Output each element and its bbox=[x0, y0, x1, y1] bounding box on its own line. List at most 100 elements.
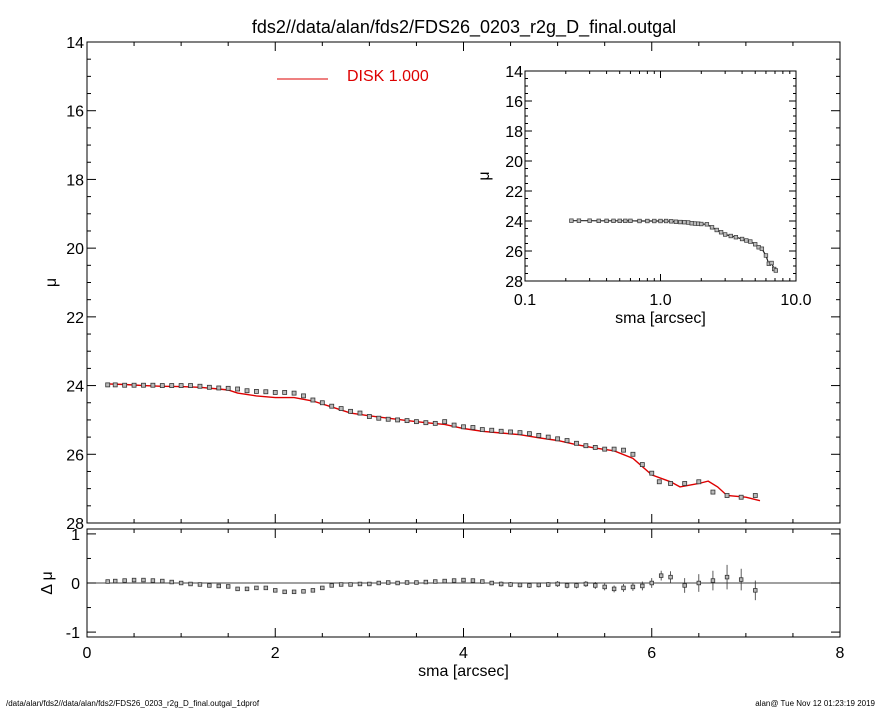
main-data-point bbox=[301, 393, 306, 399]
x-tick-label: 4 bbox=[459, 645, 468, 662]
main-data-point bbox=[105, 382, 111, 388]
main-data-point bbox=[131, 382, 137, 388]
residual-y-axis-label: Δ μ bbox=[39, 571, 56, 594]
residual-point bbox=[310, 588, 316, 593]
inset-data-point bbox=[617, 218, 622, 224]
inset-data-point bbox=[587, 218, 592, 223]
inset-data-point bbox=[704, 222, 710, 227]
inset-data-point bbox=[669, 219, 674, 224]
legend-label: DISK 1.000 bbox=[347, 68, 429, 85]
inset-data-point bbox=[763, 253, 769, 258]
main-data-point bbox=[545, 434, 551, 440]
inset-x-axis-label: sma [arcsec] bbox=[615, 310, 706, 327]
residual-point bbox=[338, 582, 344, 587]
main-data-point bbox=[357, 410, 363, 416]
residual-point bbox=[160, 578, 165, 584]
residual-point bbox=[724, 574, 730, 580]
main-data-point bbox=[112, 382, 118, 388]
main-data-point bbox=[348, 408, 353, 414]
residual-point bbox=[291, 589, 297, 595]
inset-data-point bbox=[773, 268, 778, 273]
inset-data-point bbox=[769, 260, 774, 266]
inset-data-point bbox=[714, 227, 719, 233]
inset-data-point bbox=[728, 233, 733, 239]
inset-x-tick-label: 10.0 bbox=[780, 292, 811, 309]
residual-point bbox=[367, 581, 372, 587]
inset-y-axis-label: μ bbox=[476, 171, 493, 180]
x-tick-label: 0 bbox=[83, 645, 92, 662]
residual-point bbox=[508, 582, 513, 587]
main-panel: 14 16 18 20 22 24 26 28 μ DISK 1.000 bbox=[43, 35, 841, 533]
residual-point bbox=[122, 578, 127, 583]
inset-x-tick-label: 1.0 bbox=[649, 292, 671, 309]
residual-point bbox=[113, 578, 118, 584]
main-data-point bbox=[291, 390, 297, 396]
inset-y-tick-label: 18 bbox=[505, 124, 523, 141]
figure-title: fds2//data/alan/fds2/FDS26_0203_r2g_D_fi… bbox=[252, 17, 676, 38]
residual-point bbox=[244, 586, 250, 592]
residual-point bbox=[489, 580, 494, 586]
residual-point bbox=[357, 581, 363, 587]
main-data-point bbox=[329, 403, 335, 409]
inset-data-point bbox=[699, 221, 704, 227]
residual-point bbox=[433, 579, 438, 584]
residual-point bbox=[197, 582, 203, 587]
main-data-point bbox=[489, 427, 495, 433]
inset-data-point bbox=[663, 218, 669, 224]
main-data-point bbox=[282, 390, 288, 395]
inset-y-tick-label: 26 bbox=[505, 244, 523, 261]
inset-data-point bbox=[569, 218, 574, 223]
residual-point bbox=[235, 586, 240, 592]
x-tick-label: 6 bbox=[647, 645, 656, 662]
residual-point bbox=[329, 583, 334, 588]
inset-y-tick-label: 20 bbox=[505, 154, 523, 171]
residual-point bbox=[498, 581, 504, 587]
disk-model-line bbox=[107, 383, 761, 502]
residual-point bbox=[216, 583, 221, 589]
main-data-point bbox=[451, 422, 457, 428]
residual-point bbox=[710, 578, 716, 583]
main-y-tick-label: 26 bbox=[66, 447, 84, 464]
inset-data-point bbox=[611, 218, 616, 224]
main-data-point bbox=[621, 447, 626, 453]
inset-y-tick-label: 14 bbox=[505, 64, 523, 81]
residual-point bbox=[527, 583, 532, 588]
inset-data-point bbox=[652, 218, 657, 224]
main-data-point bbox=[159, 383, 165, 388]
inset-data-point bbox=[596, 218, 601, 224]
main-data-point bbox=[319, 400, 325, 406]
main-y-tick-label: 14 bbox=[66, 35, 84, 52]
residual-point bbox=[225, 584, 231, 589]
inset-data-point bbox=[637, 218, 642, 224]
main-data-point bbox=[272, 390, 278, 395]
x-axis-label: sma [arcsec] bbox=[418, 663, 509, 680]
inset-y-tick-label: 16 bbox=[505, 94, 523, 111]
residual-point bbox=[621, 585, 626, 591]
residual-point bbox=[583, 581, 589, 587]
main-y-axis-label: μ bbox=[43, 278, 60, 287]
main-data-point bbox=[564, 438, 570, 443]
main-y-tick-label: 20 bbox=[66, 241, 84, 258]
residual-point bbox=[574, 583, 579, 588]
inset-data-point bbox=[753, 242, 758, 247]
residual-point bbox=[461, 577, 466, 583]
residual-point bbox=[404, 580, 410, 585]
residual-point bbox=[376, 580, 381, 586]
residual-point bbox=[301, 589, 306, 594]
residual-point bbox=[546, 582, 551, 587]
residual-point bbox=[263, 585, 269, 591]
inset-data-point bbox=[739, 236, 745, 242]
inset-data-point bbox=[722, 232, 728, 237]
main-data-point bbox=[122, 382, 128, 388]
main-data-point bbox=[432, 420, 438, 426]
main-data-point bbox=[583, 443, 589, 449]
main-y-tick-label: 16 bbox=[66, 104, 84, 121]
main-data-point bbox=[656, 479, 662, 485]
main-y-tick-label: 24 bbox=[66, 379, 84, 396]
main-data-point bbox=[517, 430, 523, 436]
main-data-point bbox=[366, 414, 372, 419]
main-data-point bbox=[442, 419, 448, 425]
residual-point bbox=[414, 580, 419, 585]
